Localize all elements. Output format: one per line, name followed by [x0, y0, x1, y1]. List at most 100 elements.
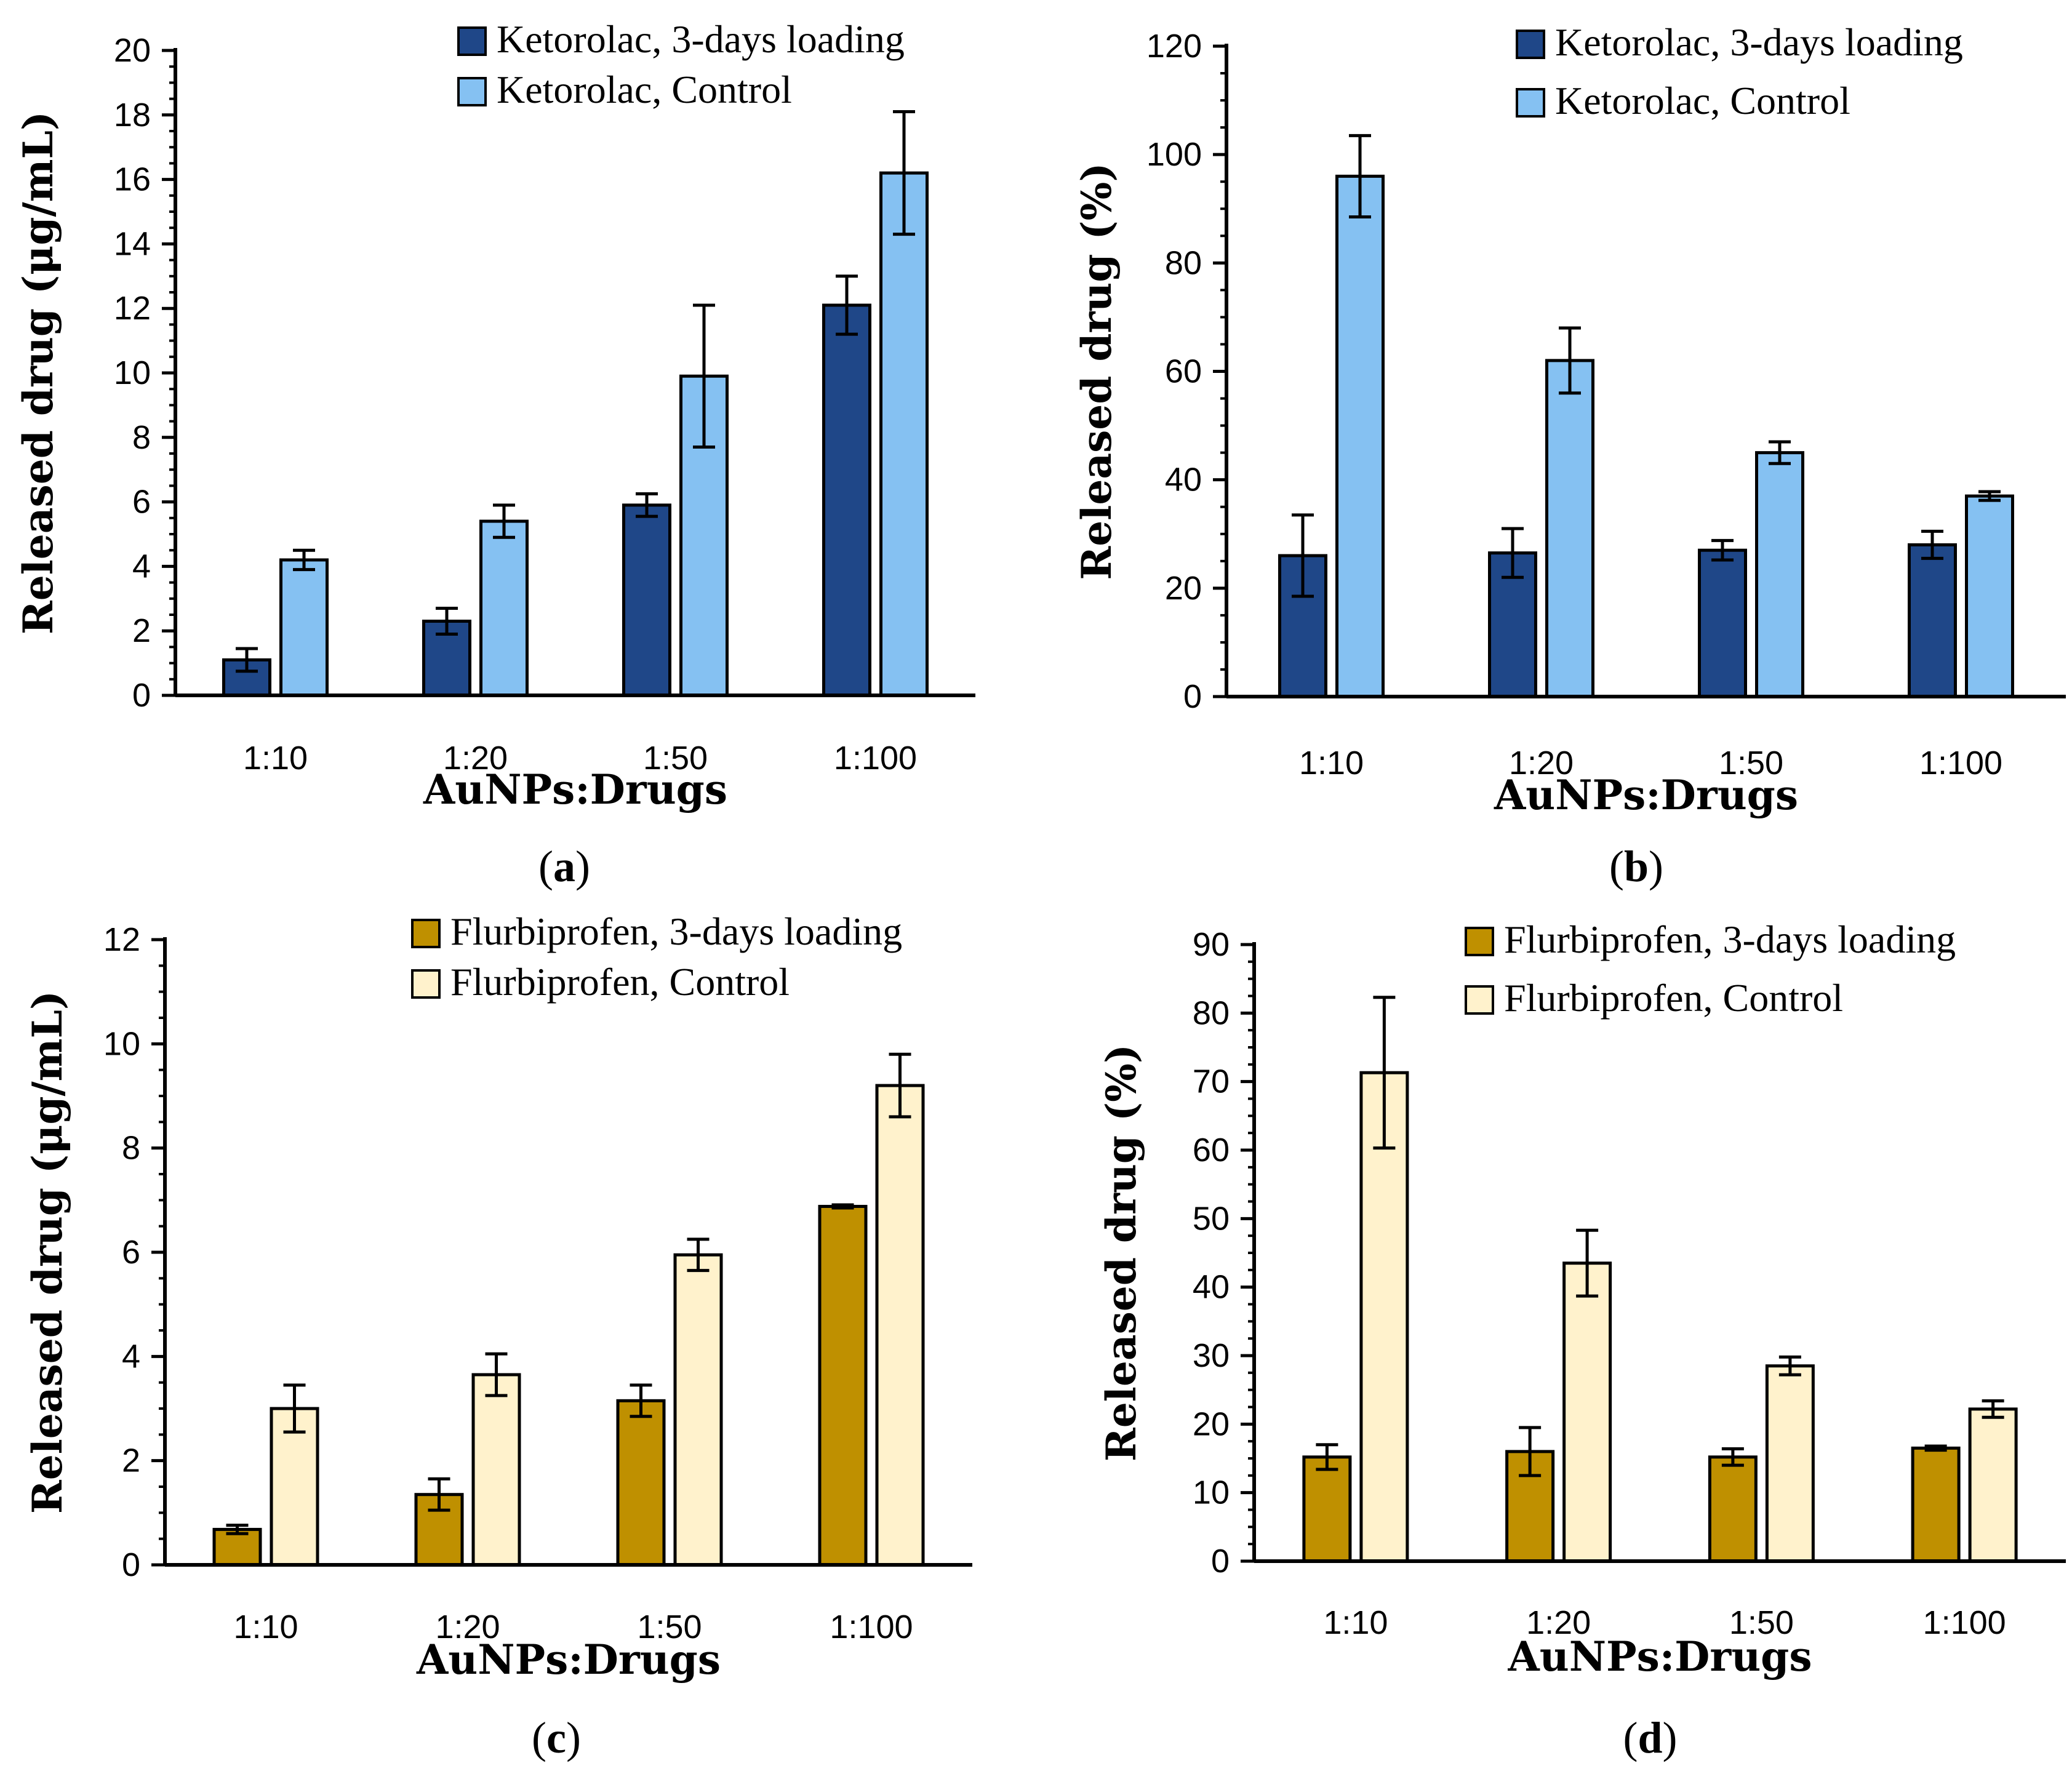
y-tick-label-b-3: 60	[1165, 353, 1202, 390]
error-bar-d-s1-2	[1778, 1355, 1801, 1377]
error-bar-a-s0-3	[836, 274, 858, 336]
y-tick-label-a-10: 20	[114, 32, 151, 69]
x-tick-label-d-3: 1:100	[1923, 1604, 2006, 1641]
error-bar-d-s0-1	[1519, 1426, 1542, 1477]
x-tick-label-c-0: 1:10	[233, 1609, 298, 1645]
y-tick-label-a-4: 8	[132, 419, 151, 456]
y-axis-title-b: Released drug (%)	[1073, 162, 1121, 580]
bar-a-s1-3	[879, 171, 929, 697]
error-bar-c-s0-0	[226, 1524, 249, 1535]
legend-swatch-d-0	[1465, 927, 1494, 956]
y-tick-label-c-1: 2	[122, 1442, 140, 1479]
x-axis-title-a: AuNPs:Drugs	[423, 766, 727, 814]
y-tick-label-a-9: 18	[114, 97, 151, 134]
error-bar-d-s0-0	[1316, 1443, 1338, 1471]
bar-d-s0-0	[1302, 1455, 1352, 1563]
bar-c-s1-3	[875, 1084, 925, 1567]
error-bar-d-s0-3	[1924, 1444, 1947, 1452]
error-bar-b-s1-2	[1769, 440, 1791, 465]
chart-panel-b: 1:10 1:20 1:50 1:100 0 20 40 60 80 100 120 AuNPs:Dr…	[1073, 20, 2066, 891]
x-tick-label-a-1: 1:20	[443, 740, 508, 777]
x-tick-label-b-2: 1:50	[1719, 745, 1783, 782]
x-tick-label-d-2: 1:50	[1729, 1604, 1794, 1641]
legend-swatch-d-1	[1465, 985, 1494, 1015]
bar-c-s0-3	[818, 1204, 868, 1567]
y-tick-label-b-5: 100	[1146, 136, 1202, 173]
error-bar-a-s1-2	[693, 303, 715, 449]
error-bar-a-s1-3	[893, 110, 915, 236]
error-bar-a-s1-0	[293, 548, 315, 572]
legend-swatch-b-1	[1516, 88, 1545, 118]
y-tick-label-a-6: 12	[114, 290, 151, 327]
y-tick-label-a-1: 2	[132, 612, 151, 649]
error-bar-b-s1-0	[1349, 134, 1371, 218]
bar-d-s0-3	[1911, 1446, 1961, 1563]
legend-label-c-1: Flurbiprofen, Control	[450, 960, 790, 1004]
y-axis-title-c: Released drug (μg/mL)	[23, 991, 71, 1514]
y-tick-label-a-5: 10	[114, 354, 151, 391]
x-tick-label-c-3: 1:100	[830, 1609, 913, 1645]
y-tick-label-a-3: 6	[132, 484, 151, 521]
legend-swatch-c-0	[411, 919, 441, 948]
y-tick-label-d-8: 80	[1193, 994, 1230, 1031]
y-tick-label-a-7: 14	[114, 225, 151, 262]
x-tick-label-b-3: 1:100	[1919, 745, 2002, 782]
legend-label-a-0: Ketorolac, 3-days loading	[497, 17, 905, 61]
error-bar-a-s0-2	[636, 492, 658, 518]
y-tick-label-d-0: 0	[1211, 1543, 1230, 1580]
y-tick-label-c-3: 6	[122, 1234, 140, 1271]
bar-b-s1-2	[1755, 451, 1804, 698]
error-bar-c-s1-2	[687, 1237, 710, 1273]
bar-c-s0-2	[616, 1399, 666, 1567]
error-bar-c-s1-0	[283, 1383, 306, 1434]
y-tick-label-a-2: 4	[132, 548, 151, 585]
bar-a-s0-3	[822, 303, 871, 697]
bar-c-s1-1	[471, 1373, 521, 1567]
legend-label-b-1: Ketorolac, Control	[1555, 79, 1850, 122]
bar-b-s0-3	[1908, 543, 1957, 698]
x-tick-label-a-0: 1:10	[243, 740, 308, 777]
y-tick-label-b-0: 0	[1183, 678, 1202, 715]
panel-label-d: (d)	[1623, 1713, 1678, 1762]
y-axis-title-d: Released drug (%)	[1097, 1044, 1145, 1461]
bar-b-s0-2	[1698, 548, 1747, 698]
x-tick-label-d-0: 1:10	[1323, 1604, 1388, 1641]
y-tick-label-d-5: 50	[1193, 1200, 1230, 1237]
x-tick-label-d-1: 1:20	[1526, 1604, 1591, 1641]
legend-swatch-a-0	[457, 26, 487, 56]
chart-panel-a: 1:10 1:20 1:50 1:100 0 2 4 6 8 10 12 14 16 18 20 AuNPs:…	[14, 17, 975, 891]
legend-label-d-1: Flurbiprofen, Control	[1504, 976, 1843, 1020]
bar-c-s0-0	[212, 1527, 262, 1567]
bar-a-s1-0	[279, 558, 329, 697]
error-bar-b-s0-3	[1921, 529, 1943, 560]
error-bar-a-s0-0	[236, 647, 258, 673]
y-tick-label-b-2: 40	[1165, 462, 1202, 498]
bar-b-s1-1	[1545, 359, 1594, 698]
x-tick-label-a-3: 1:100	[834, 740, 917, 777]
error-bar-b-s1-3	[1978, 490, 2001, 502]
y-axis-title-a: Released drug (μg/mL)	[14, 111, 62, 634]
x-tick-label-c-1: 1:20	[435, 1609, 500, 1645]
x-tick-label-b-1: 1:20	[1509, 745, 1574, 782]
bar-a-s1-1	[479, 519, 529, 697]
chart-panel-c: 1:10 1:20 1:50 1:100 0 2 4 6 8 10 12 AuNPs:Drugs Rel…	[23, 909, 972, 1762]
bar-b-s1-0	[1335, 174, 1385, 698]
error-bar-a-s1-1	[493, 503, 515, 539]
legend-label-d-0: Flurbiprofen, 3-days loading	[1504, 917, 1956, 961]
x-tick-label-b-0: 1:10	[1299, 745, 1364, 782]
y-tick-label-c-5: 10	[103, 1025, 140, 1062]
error-bar-b-s0-0	[1292, 513, 1314, 598]
y-tick-label-c-6: 12	[103, 921, 140, 958]
legend-label-c-0: Flurbiprofen, 3-days loading	[450, 909, 902, 953]
y-tick-label-c-4: 8	[122, 1130, 140, 1167]
legend-label-a-1: Ketorolac, Control	[497, 68, 792, 111]
error-bar-c-s1-3	[889, 1052, 911, 1119]
bar-d-s0-2	[1708, 1455, 1758, 1563]
y-tick-label-d-2: 20	[1193, 1405, 1230, 1442]
error-bar-d-s1-3	[1982, 1399, 2004, 1419]
x-tick-label-a-2: 1:50	[643, 740, 708, 777]
y-tick-label-c-0: 0	[122, 1546, 140, 1583]
y-tick-label-d-7: 70	[1193, 1063, 1230, 1100]
bar-a-s0-2	[622, 503, 671, 697]
